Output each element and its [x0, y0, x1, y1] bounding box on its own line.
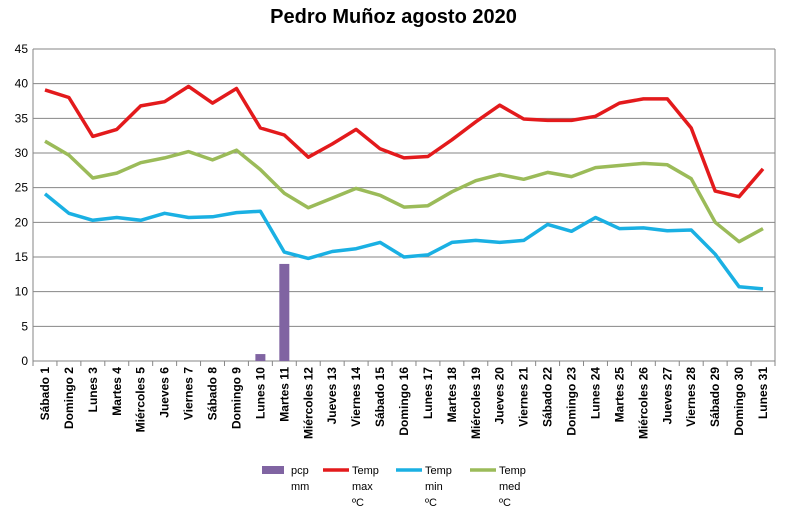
x-tick-label: Lunes 17	[421, 367, 435, 419]
legend-label: Temp	[425, 465, 452, 477]
x-tick-label: Martes 18	[445, 367, 459, 423]
x-tick-label: Domingo 2	[62, 367, 76, 429]
legend-label: Temp	[352, 465, 379, 477]
x-tick-label: Lunes 24	[588, 367, 602, 419]
y-tick-label: 45	[15, 42, 29, 56]
x-tick-label: Miércoles 12	[301, 367, 315, 439]
x-tick-label: Jueves 20	[493, 367, 507, 425]
x-tick-label: Jueves 6	[158, 367, 172, 418]
x-tick-label: Sábado 1	[38, 367, 52, 421]
x-tick-label: Sábado 15	[373, 367, 387, 427]
x-tick-label: Lunes 3	[86, 367, 100, 413]
x-tick-label: Martes 4	[110, 367, 124, 416]
x-tick-label: Sábado 8	[206, 367, 220, 421]
x-tick-label: Miércoles 26	[636, 367, 650, 439]
x-tick-label: Sábado 29	[708, 367, 722, 427]
pcp-bar	[255, 354, 266, 361]
x-tick-label: Martes 25	[612, 367, 626, 423]
x-tick-label: Martes 11	[277, 367, 291, 422]
x-tick-label: Domingo 30	[732, 367, 746, 436]
x-tick-label: Viernes 7	[182, 367, 196, 420]
x-tick-label: Domingo 16	[397, 367, 411, 436]
legend-label: max	[352, 481, 373, 493]
x-tick-label: Miércoles 19	[469, 367, 483, 439]
y-tick-label: 5	[21, 319, 28, 333]
legend-label: Temp	[499, 465, 526, 477]
legend-label: mm	[291, 481, 309, 493]
x-tick-label: Viernes 14	[349, 367, 363, 427]
legend-label: med	[499, 481, 520, 493]
temp-med-line	[44, 139, 764, 244]
x-tick-label: Miércoles 5	[134, 367, 148, 433]
chart-title: Pedro Muñoz agosto 2020	[270, 6, 517, 28]
legend-label: ºC	[425, 497, 437, 509]
x-tick-label: Sábado 22	[541, 367, 555, 427]
legend-swatch-pcp	[262, 466, 284, 474]
x-tick-label: Domingo 23	[565, 367, 579, 436]
y-tick-label: 10	[15, 285, 29, 299]
pcp-bar	[279, 263, 290, 361]
legend-label: ºC	[352, 497, 364, 509]
y-tick-label: 15	[15, 250, 29, 264]
x-tick-label: Lunes 31	[756, 367, 770, 419]
legend-label: ºC	[499, 497, 511, 509]
x-tick-label: Domingo 9	[229, 367, 243, 429]
y-tick-label: 20	[15, 215, 29, 229]
legend-label: min	[425, 481, 443, 493]
y-tick-label: 40	[15, 77, 29, 91]
x-tick-label: Jueves 13	[325, 367, 339, 425]
y-tick-label: 35	[15, 111, 29, 125]
temp-max-line	[44, 84, 765, 199]
y-tick-label: 30	[15, 146, 29, 160]
y-tick-label: 25	[15, 181, 29, 195]
x-tick-label: Viernes 28	[684, 367, 698, 427]
y-tick-label: 0	[21, 354, 28, 368]
temp-min-line	[43, 192, 764, 291]
legend-label: pcp	[291, 465, 309, 477]
x-tick-label: Jueves 27	[660, 367, 674, 425]
x-tick-label: Viernes 21	[517, 367, 531, 427]
x-tick-label: Lunes 10	[253, 367, 267, 419]
